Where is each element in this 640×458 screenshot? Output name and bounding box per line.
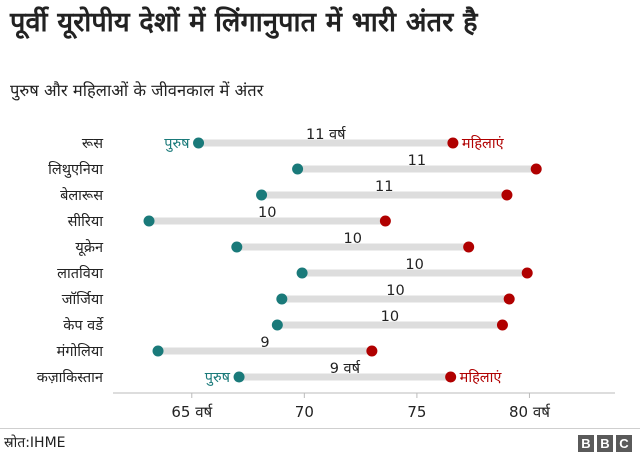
footer-divider bbox=[0, 428, 640, 429]
gap-label: 11 वर्ष bbox=[306, 126, 347, 143]
male-dot bbox=[296, 267, 308, 279]
female-dot bbox=[501, 189, 513, 201]
male-dot bbox=[152, 345, 164, 357]
country-label: लिथुएनिया bbox=[48, 161, 103, 178]
series-label-female: महिलाएं bbox=[460, 369, 503, 386]
female-dot bbox=[530, 163, 542, 175]
male-dot bbox=[292, 163, 304, 175]
female-dot bbox=[521, 267, 533, 279]
source-note: स्रोत:IHME bbox=[4, 435, 66, 451]
country-label: सीरिया bbox=[68, 213, 104, 230]
male-dot bbox=[231, 241, 243, 253]
female-dot bbox=[496, 319, 508, 331]
series-label-male: पुरुष bbox=[164, 136, 190, 152]
male-dot bbox=[256, 189, 268, 201]
chart-subtitle: पुरुष और महिलाओं के जीवनकाल में अंतर bbox=[10, 81, 264, 100]
bbc-logo-letter: B bbox=[597, 435, 613, 452]
female-dot bbox=[447, 137, 459, 149]
female-dot bbox=[463, 241, 475, 253]
gap-label: 10 bbox=[258, 205, 276, 221]
dumbbell-chart: 65 वर्ष 70 75 80 वर्ष रूस 11 वर्ष पुरुष महिलाएं… bbox=[37, 126, 615, 421]
female-dot bbox=[366, 345, 378, 357]
male-dot bbox=[233, 371, 245, 383]
gap-label: 10 bbox=[344, 231, 362, 247]
bbc-logo-letter: B bbox=[578, 435, 594, 452]
gap-label: 9 वर्ष bbox=[330, 360, 361, 377]
x-tick-label: 75 bbox=[407, 403, 426, 421]
male-dot bbox=[143, 215, 155, 227]
bbc-logo: B B C bbox=[578, 435, 632, 452]
female-dot bbox=[503, 293, 515, 305]
series-label-male: पुरुष bbox=[205, 370, 231, 386]
chart-title: पूर्वी यूरोपीय देशों में लिंगानुपात में … bbox=[10, 7, 478, 38]
gap-label: 10 bbox=[386, 283, 404, 299]
gap-label: 11 bbox=[375, 179, 393, 195]
gap-label: 10 bbox=[405, 257, 423, 273]
gap-label: 11 bbox=[408, 153, 426, 169]
male-dot bbox=[271, 319, 283, 331]
country-label: लातविया bbox=[57, 265, 103, 282]
country-label: जॉर्जिया bbox=[62, 291, 103, 308]
female-dot bbox=[379, 215, 391, 227]
country-label: बेलारूस bbox=[60, 187, 103, 204]
country-label: यूक्रेन bbox=[75, 239, 104, 256]
male-dot bbox=[276, 293, 288, 305]
x-tick-label: 65 वर्ष bbox=[171, 403, 213, 421]
gap-label: 9 bbox=[260, 335, 269, 351]
gap-label: 10 bbox=[381, 309, 399, 325]
x-tick-label: 80 वर्ष bbox=[509, 403, 551, 421]
country-label: रूस bbox=[82, 136, 103, 152]
country-label: कज़ाकिस्तान bbox=[37, 369, 104, 386]
x-tick-label: 70 bbox=[295, 403, 314, 421]
female-dot bbox=[445, 371, 457, 383]
male-dot bbox=[193, 137, 205, 149]
series-label-female: महिलाएं bbox=[462, 135, 505, 152]
country-label: मंगोलिया bbox=[57, 343, 104, 360]
bbc-logo-letter: C bbox=[616, 435, 632, 452]
country-label: केप वर्डे bbox=[63, 317, 104, 334]
